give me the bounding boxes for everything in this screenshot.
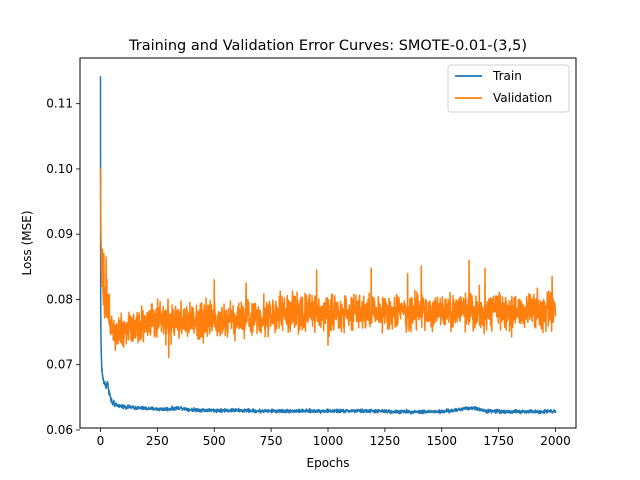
- y-tick-label: 0.06: [46, 423, 73, 437]
- x-tick-label: 1250: [370, 434, 401, 448]
- y-axis: 0.06 0.07 0.08 0.09 0.10 0.11: [46, 97, 80, 437]
- y-tick-label: 0.09: [46, 227, 73, 241]
- legend: Train Validation: [447, 64, 570, 113]
- series-layer: [99, 76, 557, 415]
- chart-title: Training and Validation Error Curves: SM…: [128, 38, 527, 54]
- x-tick-label: 1750: [483, 434, 514, 448]
- x-tick-label: 1500: [426, 434, 457, 448]
- x-axis: 0 250 500 750 1000 1250 1500 1750 2000: [97, 428, 571, 448]
- train-line: [99, 76, 557, 415]
- x-tick-label: 2000: [540, 434, 571, 448]
- x-tick-label: 250: [146, 434, 169, 448]
- x-tick-label: 500: [203, 434, 226, 448]
- legend-label-train: Train: [492, 69, 522, 83]
- y-tick-label: 0.08: [46, 292, 73, 306]
- x-axis-label: Epochs: [307, 456, 350, 470]
- validation-line: [99, 167, 557, 359]
- y-axis-label: Loss (MSE): [20, 210, 34, 275]
- y-tick-label: 0.07: [46, 358, 73, 372]
- y-tick-label: 0.10: [46, 162, 73, 176]
- x-tick-label: 750: [260, 434, 283, 448]
- legend-label-validation: Validation: [493, 91, 552, 105]
- x-tick-label: 1000: [313, 434, 344, 448]
- plot-area: 0 250 500 750 1000 1250 1500 1750 2000 0.060.070…: [46, 57, 577, 448]
- x-tick-label: 0: [97, 434, 105, 448]
- y-tick-label: 0.11: [46, 97, 73, 111]
